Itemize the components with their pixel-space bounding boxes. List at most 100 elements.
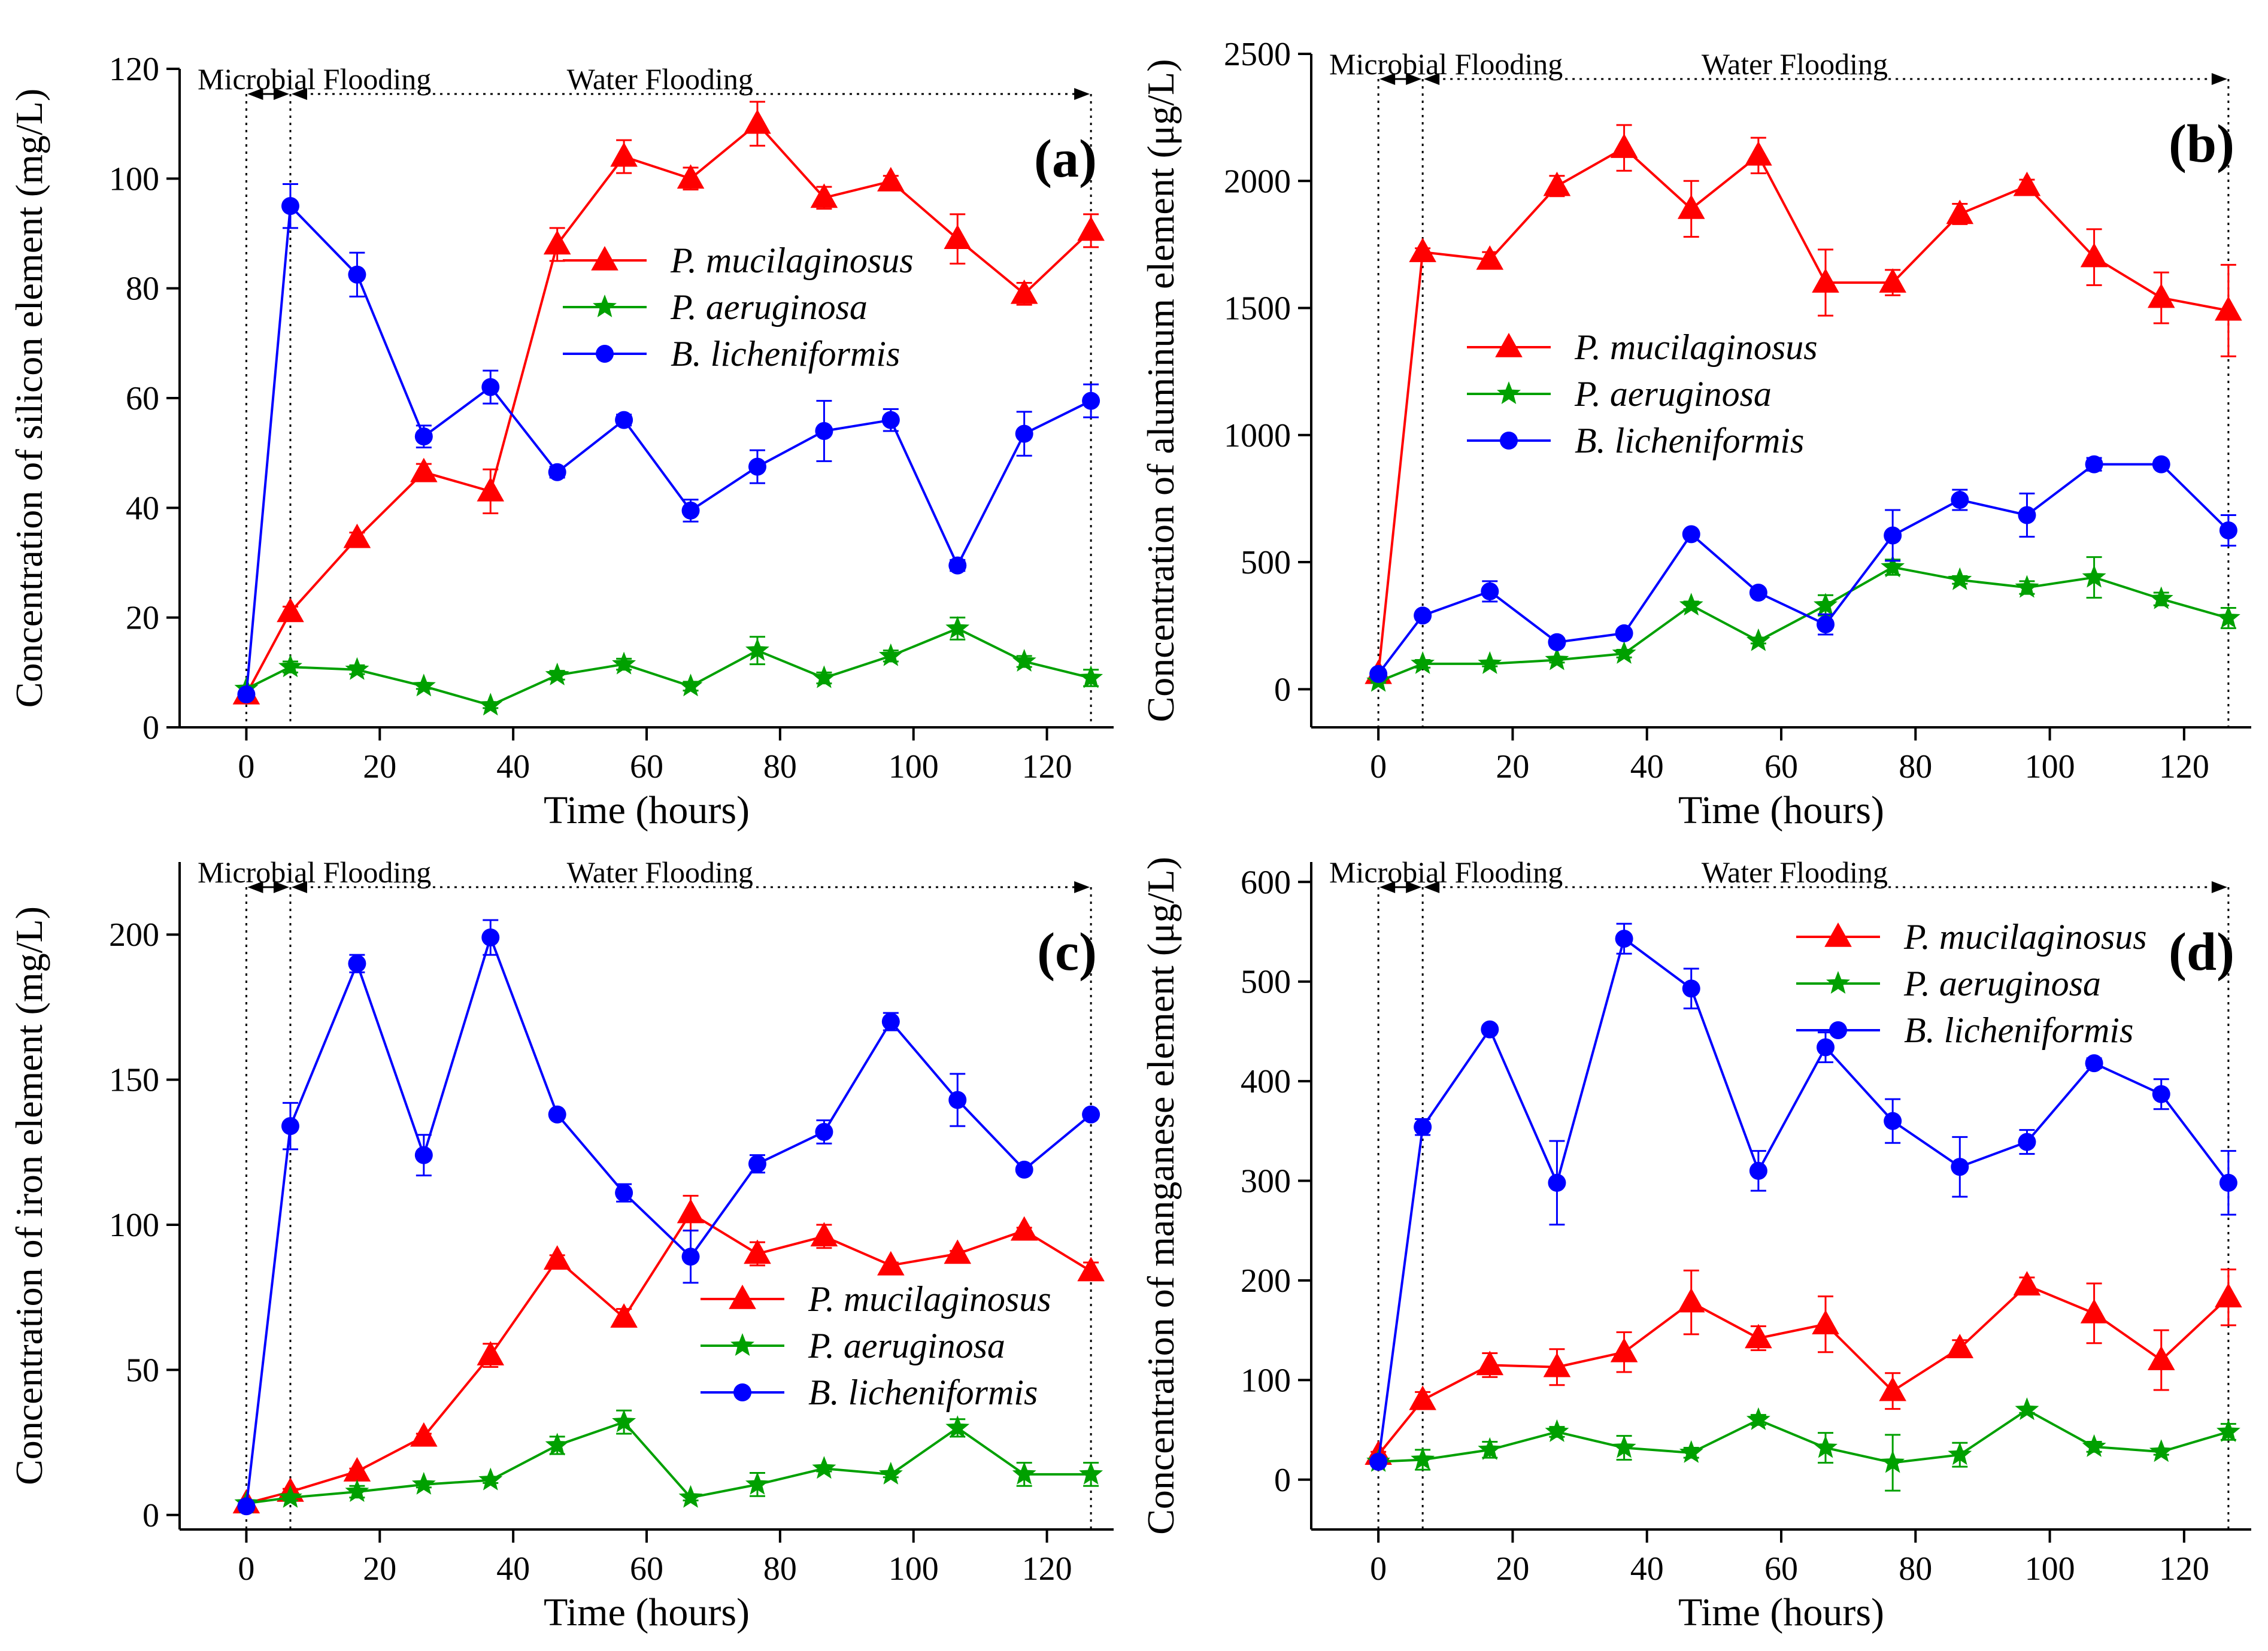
y-tick-label: 500 xyxy=(1241,544,1291,581)
x-tick-label: 20 xyxy=(363,1550,396,1588)
x-tick-label: 40 xyxy=(1630,1550,1664,1588)
data-point xyxy=(681,1248,700,1266)
x-tick-label: 40 xyxy=(1630,748,1664,785)
data-point xyxy=(1749,584,1767,602)
arrow-left-icon xyxy=(247,88,263,100)
x-tick-label: 80 xyxy=(1899,748,1932,785)
data-point xyxy=(278,1485,302,1508)
data-point xyxy=(1677,1288,1705,1313)
data-point xyxy=(678,673,703,697)
series-line xyxy=(1377,463,2230,675)
legend-item-b-licheniformis: B. licheniformis xyxy=(1796,1010,2133,1050)
legend-item-p-aeruginosa: P. aeruginosa xyxy=(563,287,868,327)
data-point xyxy=(1682,979,1700,998)
legend-label: P. mucilaginosus xyxy=(1574,327,1818,367)
series-p-aeruginosa xyxy=(1366,554,2240,692)
data-point xyxy=(543,230,571,255)
data-point xyxy=(2085,455,2103,474)
data-point xyxy=(348,954,366,973)
data-point xyxy=(815,422,833,440)
data-point xyxy=(2152,455,2170,474)
legend-marker xyxy=(729,1285,756,1309)
data-point xyxy=(1548,633,1566,651)
data-point xyxy=(2013,1271,2041,1296)
data-point xyxy=(810,1222,838,1247)
data-point xyxy=(477,1341,505,1365)
panel-label: (c) xyxy=(1037,922,1097,982)
series-b-licheniformis xyxy=(1369,922,2237,1471)
data-point xyxy=(881,411,900,429)
data-point xyxy=(1012,649,1036,672)
data-point xyxy=(2149,586,2173,609)
data-point xyxy=(1612,1435,1636,1458)
series-line xyxy=(1377,1283,2230,1456)
legend-label: P. mucilaginosus xyxy=(1903,917,2147,957)
data-point xyxy=(1615,930,1633,948)
data-point xyxy=(1414,606,1432,625)
legend-item-b-licheniformis: B. licheniformis xyxy=(1467,421,1804,460)
y-tick-label: 60 xyxy=(126,380,159,417)
y-tick-label: 400 xyxy=(1241,1063,1291,1100)
phase-label-water-flooding: Water Flooding xyxy=(567,62,753,96)
data-point xyxy=(277,597,304,623)
series-line xyxy=(245,627,1091,707)
data-point xyxy=(744,109,771,134)
data-point xyxy=(281,197,299,216)
legend: P. mucilaginosus P. aeruginosa B. lichenif… xyxy=(563,241,914,374)
data-point xyxy=(348,265,366,284)
series-b-licheniformis xyxy=(237,183,1100,703)
data-point xyxy=(1079,1461,1103,1485)
data-point xyxy=(1481,582,1499,600)
data-point xyxy=(1746,628,1770,651)
y-tick-label: 600 xyxy=(1241,864,1291,901)
data-point xyxy=(2013,171,2041,196)
legend-label: B. licheniformis xyxy=(671,334,900,374)
data-point xyxy=(1411,651,1435,674)
legend-item-p-mucilaginosus: P. mucilaginosus xyxy=(1796,917,2147,957)
x-tick-label: 40 xyxy=(496,1550,530,1588)
data-point xyxy=(615,411,633,429)
arrow-left-icon xyxy=(1379,881,1396,893)
data-point xyxy=(1409,238,1436,262)
data-point xyxy=(881,1012,900,1031)
legend-marker xyxy=(1829,1021,1847,1039)
data-point xyxy=(1548,1173,1566,1192)
data-point xyxy=(281,1117,299,1136)
phase-label-microbial-flooding: Microbial Flooding xyxy=(1329,47,1563,81)
arrow-left-icon xyxy=(247,881,263,893)
data-point xyxy=(610,1303,638,1328)
data-point xyxy=(678,1485,703,1508)
data-point xyxy=(2219,521,2237,539)
x-tick-label: 60 xyxy=(630,748,663,785)
data-point xyxy=(945,616,970,639)
data-point xyxy=(1545,647,1569,670)
x-tick-label: 120 xyxy=(1022,748,1072,785)
data-point xyxy=(878,643,903,666)
y-tick-label: 100 xyxy=(109,1207,159,1244)
data-point xyxy=(1879,268,1906,293)
x-tick-label: 80 xyxy=(763,748,797,785)
data-point xyxy=(877,1251,905,1276)
legend-marker xyxy=(1826,971,1850,994)
data-point xyxy=(345,657,369,680)
data-point xyxy=(2219,1173,2237,1192)
data-point xyxy=(2018,1133,2036,1151)
phase-label-water-flooding: Water Flooding xyxy=(567,855,753,889)
y-tick-label: 0 xyxy=(1274,671,1291,708)
data-point xyxy=(1881,1450,1905,1473)
data-point xyxy=(1682,525,1700,544)
legend-label: P. aeruginosa xyxy=(1903,964,2101,1003)
series-p-aeruginosa xyxy=(234,1409,1103,1514)
data-point xyxy=(414,427,433,446)
arrow-right-icon xyxy=(1406,881,1422,893)
x-tick-label: 100 xyxy=(2025,1550,2075,1588)
data-point xyxy=(944,224,972,249)
y-tick-label: 0 xyxy=(142,1497,159,1534)
series-line xyxy=(1378,1408,2229,1464)
series-line xyxy=(1377,146,2229,675)
data-point xyxy=(414,1146,433,1164)
data-point xyxy=(2085,1054,2103,1073)
legend: P. mucilaginosus P. aeruginosa B. lichenif… xyxy=(1796,917,2147,1050)
x-tick-label: 0 xyxy=(238,1550,254,1588)
